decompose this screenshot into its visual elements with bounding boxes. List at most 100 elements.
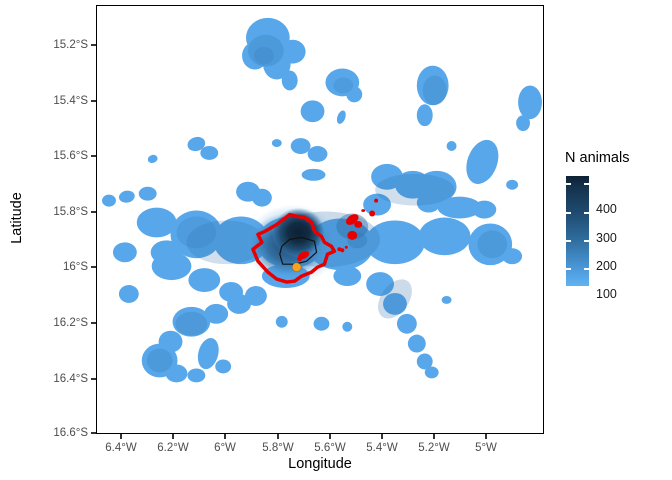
red-hotspot <box>347 230 358 240</box>
legend-tick-left <box>566 268 571 270</box>
density-blob <box>242 41 268 70</box>
density-blob <box>197 337 219 370</box>
density-blob <box>290 138 311 154</box>
density-wash <box>378 279 412 319</box>
red-hotspot <box>369 210 376 217</box>
red-hotspot <box>361 209 366 213</box>
x-tick-label: 5.6°W <box>314 442 346 454</box>
red-hotspot <box>374 198 379 203</box>
y-tick-label: 15.4°S <box>53 95 88 107</box>
density-blob <box>424 366 439 379</box>
legend-tick-left <box>566 240 571 242</box>
density-blob <box>271 139 282 148</box>
density-map <box>102 17 542 383</box>
legend-tick-right <box>584 240 589 242</box>
density-blob <box>363 193 391 216</box>
x-tick-mark <box>329 434 331 439</box>
density-blob <box>118 190 135 203</box>
density-wash <box>146 348 173 373</box>
density-blob <box>366 272 394 296</box>
density-blob <box>416 104 433 127</box>
orange-marker-point <box>291 262 302 273</box>
density-blob <box>346 86 363 103</box>
density-wash <box>477 230 508 259</box>
red-hotspots <box>297 198 379 262</box>
density-blob <box>365 220 425 265</box>
density-blob <box>371 163 403 190</box>
density-blob <box>301 168 326 181</box>
density-wash <box>422 75 447 106</box>
density-blob <box>396 313 417 334</box>
y-tick-label: 16.2°S <box>53 317 88 329</box>
x-tick-label: 5.4°W <box>366 442 398 454</box>
density-blob <box>102 194 116 207</box>
x-tick-label: 6°W <box>214 442 236 454</box>
y-tick-mark <box>91 432 96 434</box>
density-blob <box>138 186 157 201</box>
legend-title: N animals <box>565 150 630 166</box>
plot-panel <box>96 5 544 434</box>
y-tick-mark <box>91 266 96 268</box>
density-blobs <box>102 17 542 383</box>
density-blob <box>307 146 328 162</box>
density-blob <box>446 141 457 151</box>
red-hotspot <box>298 251 310 260</box>
density-blob <box>502 248 523 265</box>
x-tick-mark <box>485 434 487 439</box>
legend-value-label: 200 <box>596 258 617 273</box>
density-blob <box>275 315 288 328</box>
density-blob <box>215 359 232 374</box>
legend-value-label: 300 <box>596 230 617 245</box>
density-blob <box>200 146 219 160</box>
x-tick-label: 6.4°W <box>105 442 137 454</box>
density-wash <box>248 34 284 67</box>
y-tick-label: 16.4°S <box>53 373 88 385</box>
density-blob <box>472 200 497 219</box>
x-tick-mark <box>277 434 279 439</box>
red-hotspot <box>354 220 363 228</box>
density-blob <box>416 353 433 370</box>
density-blob <box>416 192 441 213</box>
legend-tick-right <box>584 183 589 185</box>
density-blob <box>466 139 499 184</box>
y-tick-mark <box>91 378 96 380</box>
legend-value-label: 100 <box>596 286 617 301</box>
density-blob <box>516 115 531 132</box>
density-blob <box>158 330 183 353</box>
density-blob <box>333 266 362 287</box>
density-blob <box>416 65 449 106</box>
legend-tick-right <box>584 268 589 270</box>
x-tick-mark <box>172 434 174 439</box>
density-blob <box>281 70 298 91</box>
density-wash <box>336 213 369 240</box>
y-tick-label: 15.6°S <box>53 150 88 162</box>
red-density-contour <box>251 212 337 284</box>
density-blob <box>112 242 137 263</box>
y-axis-title: Latitude <box>9 192 25 244</box>
density-blob <box>418 217 471 256</box>
x-tick-mark <box>433 434 435 439</box>
y-tick-label: 15.8°S <box>53 206 88 218</box>
density-wash <box>333 77 354 94</box>
density-blob <box>188 268 221 292</box>
density-wash <box>176 216 217 249</box>
density-blob <box>118 285 139 303</box>
density-blob <box>245 286 267 306</box>
density-blob <box>300 100 325 123</box>
density-wash <box>253 46 274 65</box>
x-tick-label: 5°W <box>475 442 497 454</box>
density-blob <box>342 321 353 332</box>
y-tick-mark <box>91 44 96 46</box>
x-tick-label: 5.2°W <box>418 442 450 454</box>
legend-tick-right <box>584 212 589 214</box>
density-blob <box>187 136 206 152</box>
density-blob <box>147 154 158 164</box>
x-tick-mark <box>120 434 122 439</box>
density-blob <box>518 85 542 120</box>
y-tick-mark <box>91 100 96 102</box>
density-blob <box>437 196 482 219</box>
density-blob <box>313 316 330 331</box>
density-blob <box>170 210 223 259</box>
density-blob <box>506 179 519 190</box>
